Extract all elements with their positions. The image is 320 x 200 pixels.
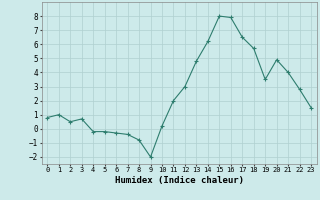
X-axis label: Humidex (Indice chaleur): Humidex (Indice chaleur) [115, 176, 244, 185]
